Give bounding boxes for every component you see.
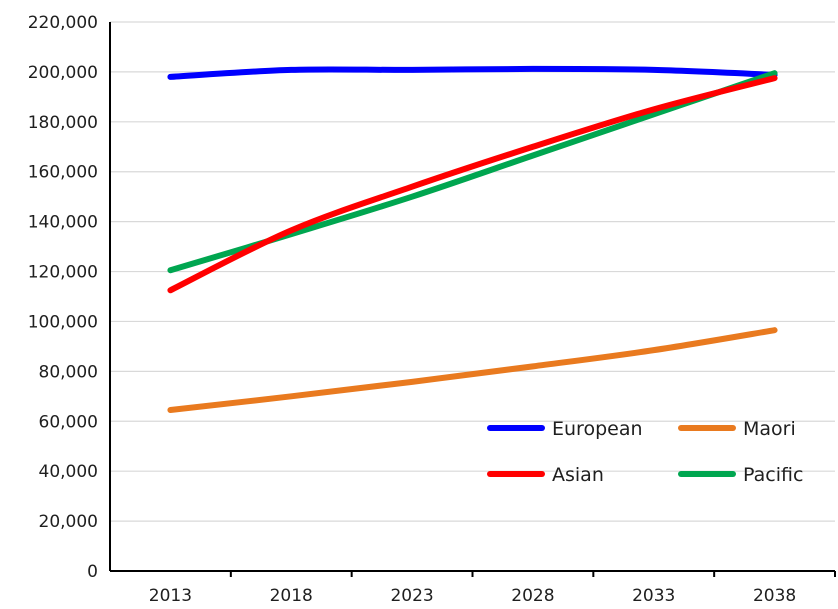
gridlines xyxy=(110,21,835,522)
y-tick-label: 20,000 xyxy=(39,512,98,532)
y-tick-label: 200,000 xyxy=(28,63,98,83)
series-line-european xyxy=(167,65,778,80)
x-tick-label: 2033 xyxy=(632,586,675,606)
y-tick-label: 120,000 xyxy=(28,263,98,283)
y-tick-label: 60,000 xyxy=(39,412,98,432)
x-tick-label: 2028 xyxy=(511,586,554,606)
legend-label: Maori xyxy=(743,418,796,440)
axes xyxy=(109,22,836,577)
series-lines xyxy=(167,65,778,414)
legend: European Maori Asian Pacific xyxy=(487,418,803,486)
y-tick-label: 80,000 xyxy=(39,362,98,382)
series-line-maori xyxy=(167,327,778,414)
y-tick-labels: 0 20,000 40,000 60,000 80,000 100,000 120,000 1… xyxy=(28,13,98,582)
y-tick-label: 40,000 xyxy=(39,462,98,482)
y-tick-label: 160,000 xyxy=(28,163,98,183)
legend-label: Asian xyxy=(552,464,604,486)
legend-item-pacific: Pacific xyxy=(678,464,803,486)
y-tick-label: 220,000 xyxy=(28,13,98,33)
x-tick-label: 2038 xyxy=(753,586,796,606)
legend-label: European xyxy=(552,418,643,440)
x-tick-label: 2013 xyxy=(149,586,192,606)
legend-item-european: European xyxy=(487,418,643,440)
x-tick-labels: 2013 2018 2023 2028 2033 2038 xyxy=(149,586,796,606)
legend-label: Pacific xyxy=(743,464,803,486)
legend-item-maori: Maori xyxy=(678,418,796,440)
y-tick-label: 180,000 xyxy=(28,113,98,133)
y-tick-label: 100,000 xyxy=(28,312,98,332)
x-tick-label: 2018 xyxy=(270,586,313,606)
x-tick-label: 2023 xyxy=(390,586,433,606)
y-tick-label: 0 xyxy=(87,562,98,582)
series-line-asian xyxy=(167,75,778,294)
y-tick-label: 140,000 xyxy=(28,213,98,233)
legend-item-asian: Asian xyxy=(487,464,604,486)
